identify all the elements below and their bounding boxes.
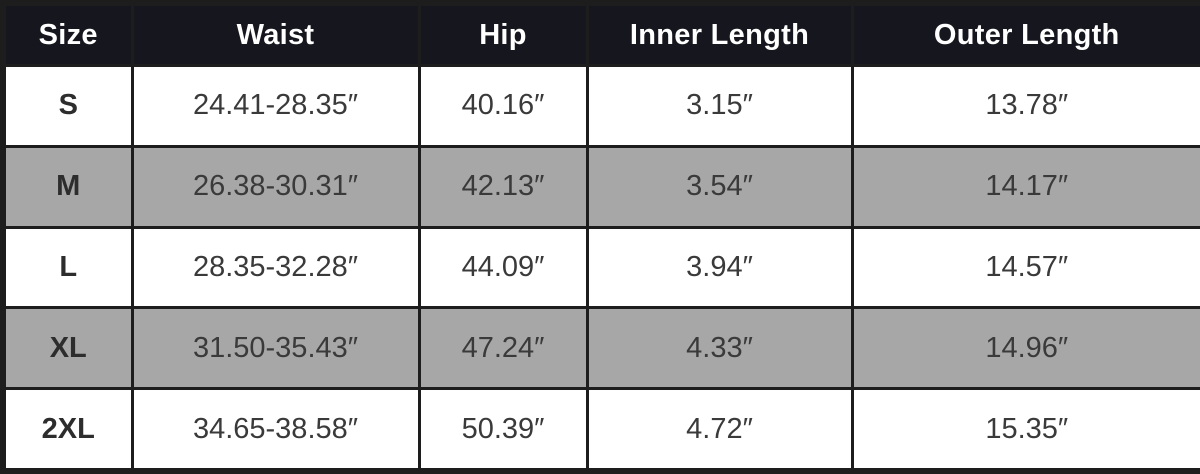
header-cell-hip: Hip xyxy=(417,1,589,67)
table-row-m: M 26.38-30.31″ 42.13″ 3.54″ 14.17″ xyxy=(1,144,1200,229)
hip-cell: 50.39″ xyxy=(417,387,589,473)
inner-length-cell: 3.15″ xyxy=(585,64,854,148)
waist-cell: 34.65-38.58″ xyxy=(130,387,421,473)
outer-length-cell: 14.57″ xyxy=(850,225,1200,310)
inner-length-cell: 4.33″ xyxy=(585,306,854,391)
outer-length-cell: 13.78″ xyxy=(850,64,1200,148)
size-cell: M xyxy=(1,144,134,229)
waist-cell: 28.35-32.28″ xyxy=(130,225,421,310)
header-cell-inner-length: Inner Length xyxy=(585,1,854,67)
inner-length-cell: 3.94″ xyxy=(585,225,854,310)
header-cell-waist: Waist xyxy=(130,1,421,67)
size-cell: XL xyxy=(1,306,134,391)
size-cell: 2XL xyxy=(1,387,134,473)
size-cell: S xyxy=(1,64,134,148)
table-row-s: S 24.41-28.35″ 40.16″ 3.15″ 13.78″ xyxy=(1,64,1200,148)
size-chart-header: Size Waist Hip Inner Length Outer Length xyxy=(1,1,1200,67)
table-row-l: L 28.35-32.28″ 44.09″ 3.94″ 14.57″ xyxy=(1,225,1200,310)
hip-cell: 47.24″ xyxy=(417,306,589,391)
outer-length-cell: 14.17″ xyxy=(850,144,1200,229)
table-row-xl: XL 31.50-35.43″ 47.24″ 4.33″ 14.96″ xyxy=(1,306,1200,391)
hip-cell: 42.13″ xyxy=(417,144,589,229)
hip-cell: 44.09″ xyxy=(417,225,589,310)
inner-length-cell: 3.54″ xyxy=(585,144,854,229)
header-cell-size: Size xyxy=(1,1,134,67)
size-cell: L xyxy=(1,225,134,310)
waist-cell: 26.38-30.31″ xyxy=(130,144,421,229)
inner-length-cell: 4.72″ xyxy=(585,387,854,473)
outer-length-cell: 14.96″ xyxy=(850,306,1200,391)
waist-cell: 31.50-35.43″ xyxy=(130,306,421,391)
hip-cell: 40.16″ xyxy=(417,64,589,148)
header-cell-outer-length: Outer Length xyxy=(850,1,1200,67)
header-row: Size Waist Hip Inner Length Outer Length xyxy=(1,1,1200,67)
table-row-2xl: 2XL 34.65-38.58″ 50.39″ 4.72″ 15.35″ xyxy=(1,387,1200,473)
outer-length-cell: 15.35″ xyxy=(850,387,1200,473)
size-chart-body: S 24.41-28.35″ 40.16″ 3.15″ 13.78″ M 26.… xyxy=(1,64,1200,473)
waist-cell: 24.41-28.35″ xyxy=(130,64,421,148)
